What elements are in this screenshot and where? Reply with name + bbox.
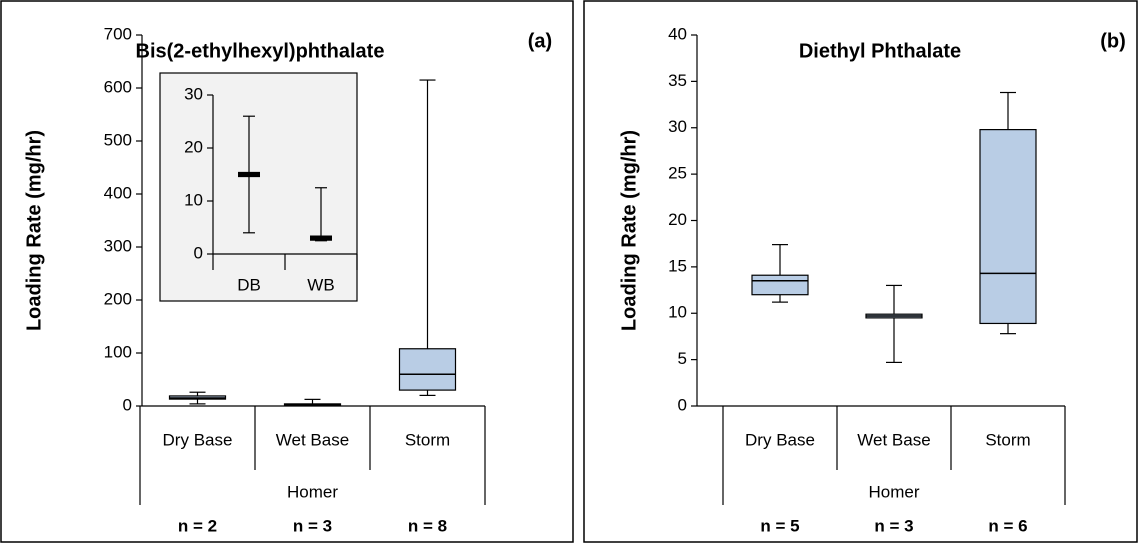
sample-size: n = 6 [988, 516, 1027, 535]
group-label: Homer [287, 482, 338, 501]
x-tick-label: Storm [985, 430, 1030, 449]
y-tick-label: 600 [104, 77, 132, 96]
y-tick-label: 200 [104, 289, 132, 308]
y-tick-label: 30 [184, 84, 203, 103]
y-tick-label: 400 [104, 183, 132, 202]
y-tick-label: 0 [123, 395, 132, 414]
x-tick-label: Dry Base [163, 430, 233, 449]
chart-title: Diethyl Phthalate [799, 40, 961, 62]
y-tick-label: 20 [668, 210, 687, 229]
x-tick-label: Dry Base [745, 430, 815, 449]
y-tick-label: 0 [678, 395, 687, 414]
x-tick-label: DB [237, 275, 261, 294]
panel-label: (b) [1100, 30, 1126, 52]
group-label: Homer [868, 482, 919, 501]
sample-size: n = 3 [874, 516, 913, 535]
y-tick-label: 5 [678, 349, 687, 368]
x-tick-label: Storm [405, 430, 450, 449]
y-tick-label: 500 [104, 130, 132, 149]
y-tick-label: 300 [104, 236, 132, 255]
sample-size: n = 2 [178, 516, 217, 535]
y-tick-label: 100 [104, 342, 132, 361]
y-tick-label: 15 [668, 256, 687, 275]
y-tick-label: 10 [184, 190, 203, 209]
y-tick-label: 25 [668, 164, 687, 183]
y-axis-label: Loading Rate (mg/hr) [618, 130, 640, 331]
y-tick-label: 700 [104, 24, 132, 43]
panel-frame [0, 0, 574, 543]
x-tick-label: Wet Base [857, 430, 930, 449]
y-tick-label: 0 [194, 243, 203, 262]
sample-size: n = 3 [293, 516, 332, 535]
sample-size: n = 8 [408, 516, 447, 535]
panel-frame [583, 0, 1138, 543]
inset-frame [159, 72, 358, 302]
y-tick-label: 20 [184, 137, 203, 156]
box [751, 274, 809, 296]
x-tick-label: Wet Base [276, 430, 349, 449]
y-tick-label: 35 [668, 71, 687, 90]
x-tick-label: WB [307, 275, 334, 294]
y-axis-label: Loading Rate (mg/hr) [23, 130, 45, 331]
panel-label: (a) [528, 30, 552, 52]
box [979, 129, 1037, 325]
box [398, 348, 457, 391]
sample-size: n = 5 [760, 516, 799, 535]
chart-title: Bis(2-ethylhexyl)phthalate [136, 40, 385, 62]
y-tick-label: 30 [668, 117, 687, 136]
y-tick-label: 40 [668, 24, 687, 43]
y-tick-label: 10 [668, 303, 687, 322]
